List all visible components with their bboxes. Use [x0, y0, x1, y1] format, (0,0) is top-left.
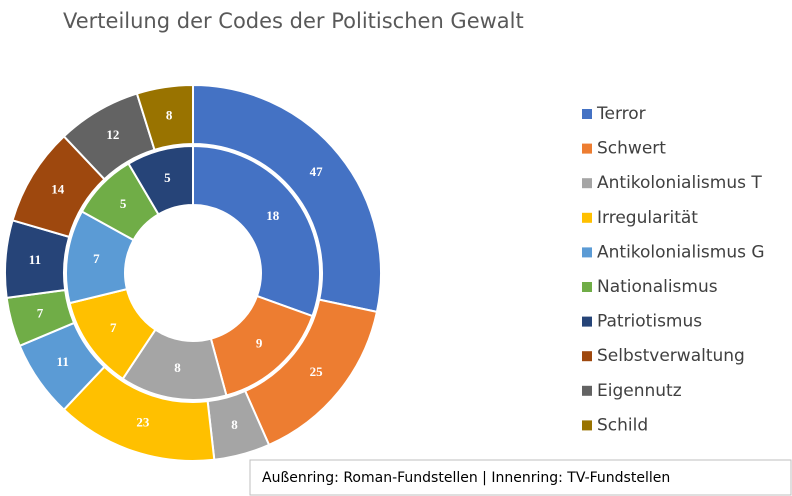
- data-label: 11: [57, 354, 69, 369]
- data-label: 9: [256, 336, 263, 351]
- data-label: 18: [266, 208, 280, 223]
- data-label: 47: [310, 164, 324, 179]
- legend-swatch: [582, 385, 592, 396]
- slice: [135, 83, 194, 152]
- legend-swatch: [582, 247, 592, 258]
- legend-swatch: [582, 143, 592, 154]
- data-label: 5: [164, 170, 171, 185]
- legend-label: Irregularität: [597, 208, 698, 228]
- legend-swatch: [582, 316, 592, 327]
- legend-swatch: [582, 282, 592, 292]
- data-label: 7: [37, 305, 44, 320]
- note-box: [249, 459, 792, 496]
- data-label: 8: [166, 107, 173, 122]
- slice: [127, 144, 194, 216]
- legend-label: Terror: [596, 104, 646, 124]
- legend-label: Schild: [597, 415, 648, 435]
- data-label: 7: [110, 320, 117, 335]
- data-label: 7: [93, 251, 100, 266]
- data-label: 8: [231, 417, 238, 432]
- legend-swatch: [582, 212, 592, 223]
- legend-swatch: [582, 351, 592, 362]
- note: Außenring: Roman-Fundstellen | Innenring…: [262, 470, 670, 486]
- data-label: 8: [174, 360, 181, 375]
- legend-label: Schwert: [597, 139, 666, 159]
- data-label: 14: [51, 181, 65, 196]
- legend-swatch: [582, 109, 592, 119]
- data-label: 11: [29, 252, 41, 267]
- legend-label: Antikolonialismus G: [597, 242, 765, 262]
- legend-label: Patriotismus: [597, 312, 702, 332]
- data-label: 25: [310, 364, 324, 379]
- slice: [192, 144, 321, 318]
- legend-swatch: [582, 178, 592, 189]
- legend-label: Nationalismus: [597, 277, 718, 297]
- data-label: 5: [120, 196, 127, 211]
- chart-title: Verteilung der Codes der Politischen Gew…: [63, 9, 524, 33]
- legend-label: Antikolonialismus T: [597, 173, 762, 193]
- legend-swatch: [582, 420, 592, 431]
- data-label: 12: [106, 127, 119, 142]
- data-label: 23: [136, 414, 150, 429]
- legend-label: Eigennutz: [597, 381, 682, 401]
- slice: [192, 83, 382, 314]
- legend-label: Selbstverwaltung: [597, 346, 745, 366]
